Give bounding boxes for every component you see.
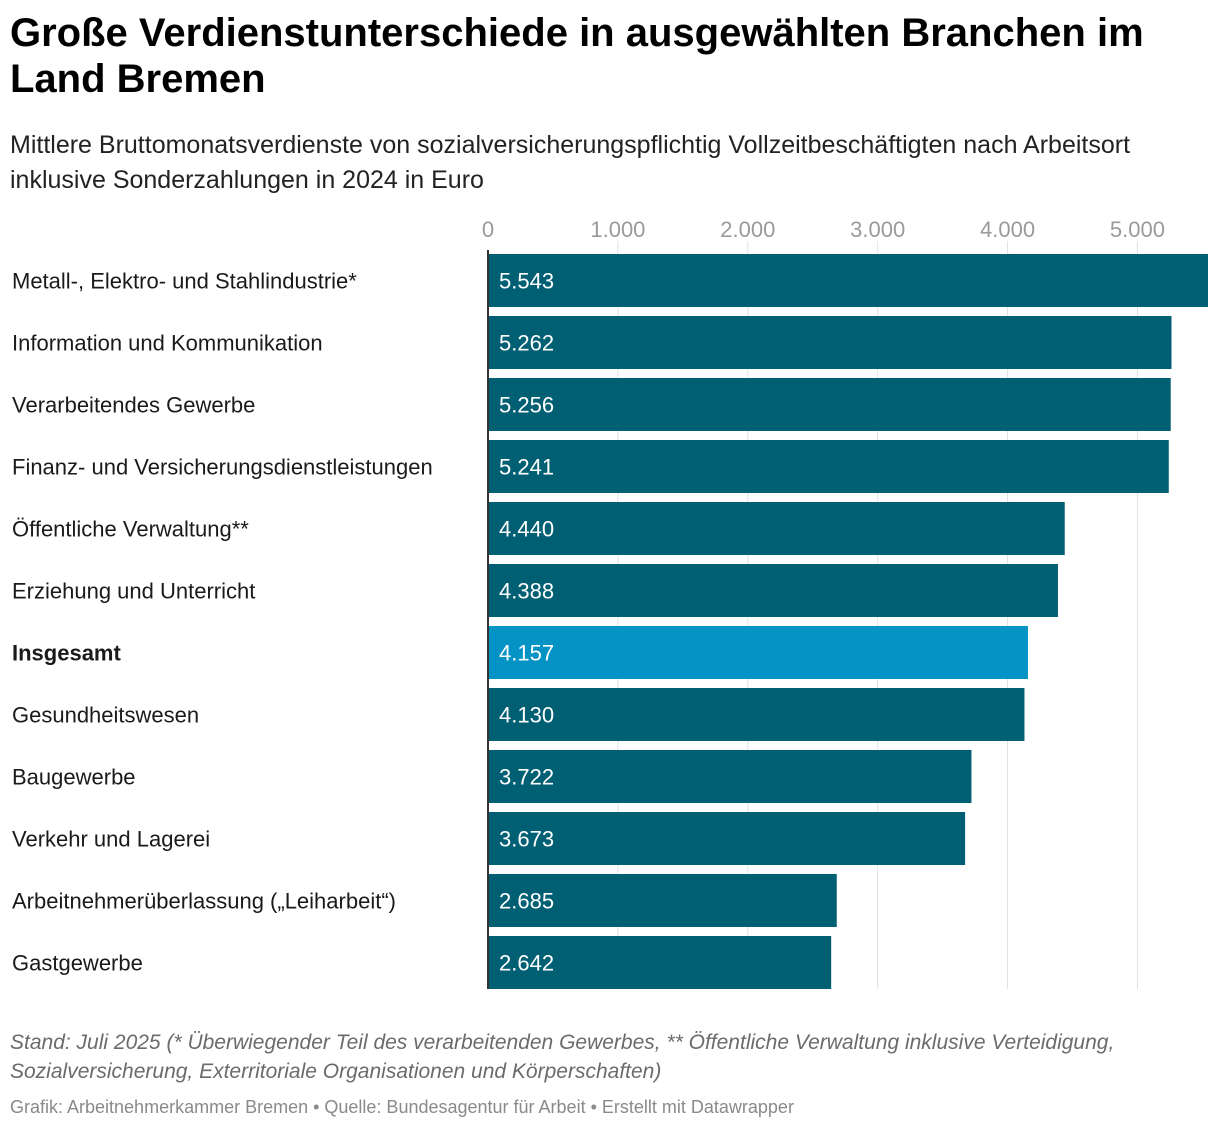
- category-label: Verarbeitendes Gewerbe: [12, 393, 255, 418]
- category-label: Erziehung und Unterricht: [12, 579, 255, 604]
- data-label: 4.440: [499, 517, 554, 542]
- category-label: Information und Kommunikation: [12, 331, 323, 356]
- bar: [488, 502, 1065, 555]
- bar: [488, 626, 1028, 679]
- category-label: Öffentliche Verwaltung**: [12, 517, 249, 542]
- data-label: 4.157: [499, 641, 554, 666]
- data-label: 3.722: [499, 765, 554, 790]
- category-label: Insgesamt: [12, 641, 121, 666]
- data-label: 4.130: [499, 703, 554, 728]
- x-tick-label: 5.000: [1110, 217, 1165, 242]
- x-axis-ticks: 0 1.000 2.000 3.000 4.000 5.000: [482, 217, 1165, 242]
- data-label: 2.642: [499, 951, 554, 976]
- data-label: 2.685: [499, 889, 554, 914]
- x-tick-label: 0: [482, 217, 494, 242]
- source-credit: Grafik: Arbeitnehmerkammer Bremen • Quel…: [10, 1097, 794, 1117]
- footnote: Stand: Juli 2025 (* Überwiegender Teil d…: [10, 1031, 1115, 1083]
- x-tick-label: 3.000: [850, 217, 905, 242]
- chart-subtitle: Mittlere Bruttomonatsverdienste von sozi…: [10, 131, 1131, 194]
- category-labels: Metall-, Elektro- und Stahlindustrie* Inf…: [12, 269, 433, 976]
- chart-title: Große Verdienstunterschiede in ausgewähl…: [10, 11, 1144, 101]
- data-label: 5.241: [499, 455, 554, 480]
- bar: [488, 688, 1025, 741]
- data-label: 5.262: [499, 331, 554, 356]
- bar: [488, 378, 1171, 431]
- bar: [488, 936, 832, 989]
- data-label: 4.388: [499, 579, 554, 604]
- data-label: 3.673: [499, 827, 554, 852]
- category-label: Gesundheitswesen: [12, 703, 199, 728]
- category-label: Metall-, Elektro- und Stahlindustrie*: [12, 269, 357, 294]
- bar: [488, 564, 1058, 617]
- x-tick-label: 4.000: [980, 217, 1035, 242]
- bar: [488, 440, 1169, 493]
- data-label: 5.543: [499, 269, 554, 294]
- category-label: Arbeitnehmerüberlassung („Leiharbeit“): [12, 889, 396, 914]
- bar: [488, 812, 966, 865]
- bar-chart: 0 1.000 2.000 3.000 4.000 5.000 5.543 5.262 5.2…: [12, 217, 1208, 989]
- bar: [488, 316, 1172, 369]
- bar: [488, 254, 1208, 307]
- category-label: Baugewerbe: [12, 765, 136, 790]
- bar: [488, 750, 972, 803]
- bar: [488, 874, 837, 927]
- category-label: Finanz- und Versicherungsdienstleistunge…: [12, 455, 433, 480]
- bars: 5.543 5.262 5.256 5.241 4.440 4.388 4.157 4.130…: [488, 254, 1208, 989]
- x-tick-label: 2.000: [720, 217, 775, 242]
- category-label: Verkehr und Lagerei: [12, 827, 210, 852]
- category-label: Gastgewerbe: [12, 951, 143, 976]
- data-label: 5.256: [499, 393, 554, 418]
- x-tick-label: 1.000: [590, 217, 645, 242]
